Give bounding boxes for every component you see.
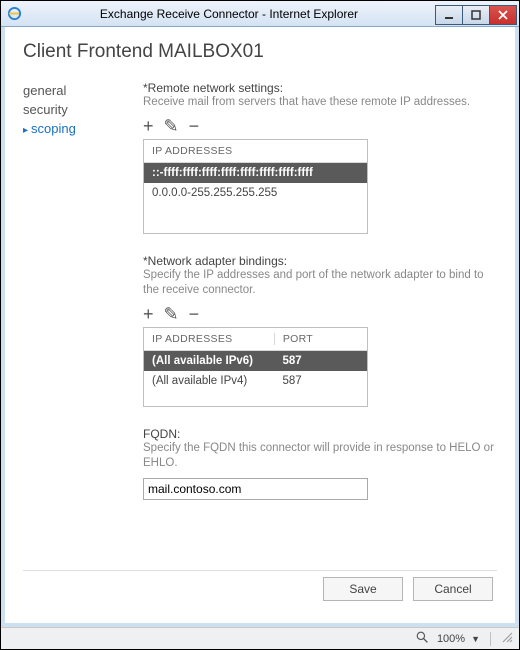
cancel-button[interactable]: Cancel: [413, 577, 493, 601]
edit-icon[interactable]: ✎: [164, 117, 179, 135]
add-icon[interactable]: +: [143, 117, 154, 135]
maximize-button[interactable]: [462, 5, 490, 25]
sidebar-item-security[interactable]: security: [23, 100, 143, 119]
separator: [23, 570, 497, 571]
bindings-header-port: PORT: [274, 333, 359, 345]
fqdn-input[interactable]: [143, 478, 368, 500]
bindings-toolbar: + ✎ −: [143, 305, 497, 323]
table-row[interactable]: (All available IPv4) 587: [144, 371, 367, 391]
titlebar: Exchange Receive Connector - Internet Ex…: [1, 1, 519, 27]
bindings-list-header: IP ADDRESSES PORT: [144, 328, 367, 351]
zoom-level: 100%: [437, 633, 465, 645]
table-row[interactable]: (All available IPv6) 587: [144, 351, 367, 371]
remote-listbox[interactable]: IP ADDRESSES ::-ffff:ffff:ffff:ffff:ffff…: [143, 139, 368, 234]
zoom-dropdown-icon[interactable]: ▼: [471, 634, 480, 644]
zoom-icon[interactable]: [416, 631, 429, 647]
remote-help: Receive mail from servers that have thes…: [143, 95, 497, 111]
sidebar-item-scoping[interactable]: scoping: [23, 119, 143, 138]
bindings-label: *Network adapter bindings:: [143, 254, 497, 268]
button-row: Save Cancel: [323, 577, 493, 601]
ie-icon: [5, 5, 23, 23]
list-item[interactable]: 0.0.0.0-255.255.255.255: [144, 183, 367, 203]
minimize-button[interactable]: [435, 5, 463, 25]
window-buttons: [435, 3, 519, 25]
add-icon[interactable]: +: [143, 305, 154, 323]
sidebar-item-general[interactable]: general: [23, 81, 143, 100]
close-button[interactable]: [489, 5, 517, 25]
bindings-help: Specify the IP addresses and port of the…: [143, 268, 497, 299]
remove-icon[interactable]: −: [189, 117, 200, 135]
fqdn-help: Specify the FQDN this connector will pro…: [143, 441, 497, 472]
remote-header-ip: IP ADDRESSES: [152, 145, 359, 157]
client-area: Client Frontend MAILBOX01 general securi…: [1, 27, 519, 627]
remove-icon[interactable]: −: [189, 305, 200, 323]
bindings-header-ip: IP ADDRESSES: [152, 333, 274, 345]
remote-list-header: IP ADDRESSES: [144, 140, 367, 163]
edit-icon[interactable]: ✎: [164, 305, 179, 323]
main-panel: *Remote network settings: Receive mail f…: [143, 81, 497, 500]
bindings-listbox[interactable]: IP ADDRESSES PORT (All available IPv6) 5…: [143, 327, 368, 407]
save-button[interactable]: Save: [323, 577, 403, 601]
remote-toolbar: + ✎ −: [143, 117, 497, 135]
statusbar: 100% ▼: [1, 627, 519, 649]
remote-label: *Remote network settings:: [143, 81, 497, 95]
resize-grip-icon[interactable]: [501, 631, 513, 646]
statusbar-separator: [490, 632, 491, 646]
window-title: Exchange Receive Connector - Internet Ex…: [23, 7, 435, 21]
fqdn-label: FQDN:: [143, 427, 497, 441]
sidebar: general security scoping: [23, 81, 143, 500]
page-title: Client Frontend MAILBOX01: [23, 41, 497, 63]
list-item[interactable]: ::-ffff:ffff:ffff:ffff:ffff:ffff:ffff:ff…: [144, 163, 367, 183]
